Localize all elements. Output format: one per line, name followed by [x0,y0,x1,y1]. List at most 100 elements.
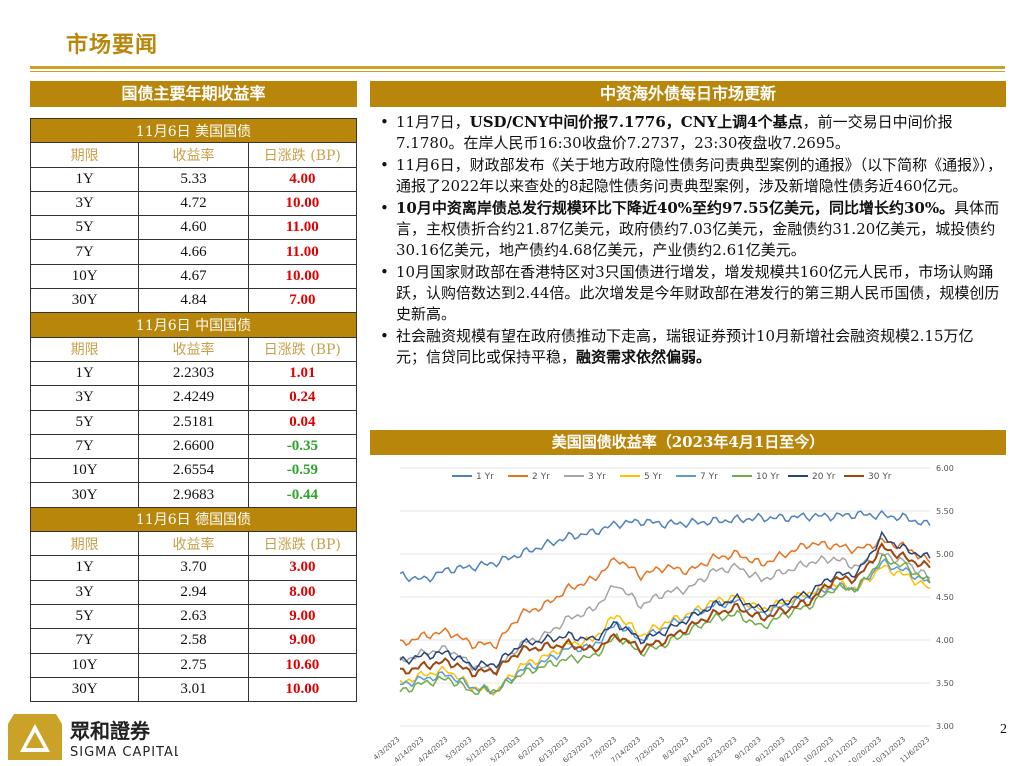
yield-cell: 3.70 [138,555,249,581]
change-cell: 10.00 [247,676,358,703]
logo-name-en: SIGMA CAPITAL [70,745,178,760]
yield-cell: 5.33 [138,166,249,192]
table-row: 5Y 4.60 11.00 [29,215,358,241]
series-line [399,537,931,650]
change-cell: 11.00 [247,215,358,241]
column-header: 日涨跌 (BP) [247,531,358,557]
right-section-header: 中资海外债每日市场更新 [370,81,1006,107]
page-number: 2 [1000,722,1007,737]
logo-name-cn: 眾和證券 [69,719,151,743]
column-header: 收益率 [138,336,249,362]
section-title-cell: 11月6日 德国国债 [30,506,357,533]
news-item: 11月6日，财政部发布《关于地方政府隐性债务问责典型案例的通报》（以下简称《通报… [378,155,1003,197]
legend-label: 10 Yr [756,472,780,482]
news-item: 10月中资离岸债总发行规模环比下降近40%至约97.55亿美元，同比增长约30%… [378,198,1003,261]
change-cell: -0.35 [247,433,358,460]
change-cell: 4.00 [247,166,358,192]
legend-label: 30 Yr [868,472,892,482]
news-text: 具体而言，主权债折合约21.87亿美元，政府债约7.03亿美元，金融债约31.2… [396,199,1000,259]
table-row: 7Y 2.58 9.00 [29,628,358,654]
table-section-title: 11月6日 中国国债 [30,312,357,338]
legend-label: 2 Yr [532,472,550,482]
column-header: 期限 [29,531,140,557]
chart-background [372,458,972,762]
yield-cell: 4.84 [138,288,249,314]
table-section-title: 11月6日 德国国债 [30,506,357,533]
table-row: 1Y 5.33 4.00 [29,166,358,192]
change-cell: 10.60 [247,652,358,678]
legend-label: 20 Yr [812,472,836,482]
tenor-cell: 10Y [29,263,140,290]
change-cell: -0.44 [247,482,358,508]
tenor-cell: 7Y [29,239,140,265]
us-treasury-yield-chart: 3.003.504.004.505.005.506.004/3/20234/14… [372,458,972,762]
legend-label: 7 Yr [700,472,718,482]
table-row: 30Y 4.84 7.00 [29,288,358,314]
series-line [399,554,931,695]
tenor-cell: 1Y [29,555,140,581]
change-cell: 0.24 [247,385,358,411]
table-row: 5Y 2.5181 0.04 [29,409,358,435]
table-row: 3Y 2.4249 0.24 [29,385,358,411]
table-row: 10Y 4.67 10.00 [29,263,358,290]
column-header: 日涨跌 (BP) [247,336,358,362]
table-row: 3Y 4.72 10.00 [29,190,358,217]
table-header-row: 期限 收益率 日涨跌 (BP) [29,142,358,168]
table-row: 30Y 3.01 10.00 [29,676,358,703]
change-cell: 10.00 [247,263,358,290]
table-row: 1Y 3.70 3.00 [29,555,358,581]
tenor-cell: 7Y [29,433,140,460]
change-cell: 8.00 [247,579,358,605]
change-cell: 3.00 [247,555,358,581]
tenor-cell: 5Y [29,603,140,630]
series-line [399,509,931,583]
news-item: 社会融资规模有望在政府债推动下走高，瑞银证券预计10月新增社会融资规模2.15万… [378,326,1003,368]
company-logo: 眾和證券 SIGMA CAPITAL [8,710,181,762]
column-header: 收益率 [138,531,249,557]
title-divider [30,66,1005,69]
yield-cell: 3.01 [138,676,249,703]
tenor-cell: 3Y [29,190,140,217]
y-tick-label: 5.50 [936,507,954,516]
yield-cell: 2.6600 [138,433,249,460]
tenor-cell: 30Y [29,288,140,314]
legend-label: 3 Yr [588,472,606,482]
table-row: 30Y 2.9683 -0.44 [29,482,358,508]
change-cell: 0.04 [247,409,358,435]
y-tick-label: 3.50 [936,679,954,688]
section-title-cell: 11月6日 中国国债 [30,312,357,338]
y-tick-label: 3.00 [936,722,954,731]
news-highlight: 融资需求依然偏弱。 [576,348,712,366]
left-section-header: 国债主要年期收益率 [30,81,357,107]
change-cell: 11.00 [247,239,358,265]
change-cell: 10.00 [247,190,358,217]
series-line [400,541,931,678]
table-row: 10Y 2.75 10.60 [29,652,358,678]
table-section-title: 11月6日 美国国债 [30,117,357,144]
yield-cell: 2.4249 [138,385,249,411]
series-line [399,558,931,695]
tenor-cell: 5Y [29,215,140,241]
table-row: 3Y 2.94 8.00 [29,579,358,605]
table-row: 1Y 2.2303 1.01 [29,360,358,387]
series-line [399,530,931,672]
table-row: 5Y 2.63 9.00 [29,603,358,630]
table-row: 7Y 4.66 11.00 [29,239,358,265]
tenor-cell: 3Y [29,385,140,411]
legend-label: 1 Yr [476,472,494,482]
series-line [399,564,931,697]
table-header-row: 期限 收益率 日涨跌 (BP) [29,531,358,557]
yield-cell: 4.72 [138,190,249,217]
column-header: 日涨跌 (BP) [247,142,358,168]
y-tick-label: 6.00 [936,464,954,473]
tenor-cell: 5Y [29,409,140,435]
tenor-cell: 10Y [29,652,140,678]
tenor-cell: 30Y [29,482,140,508]
news-item: 10月国家财政部在香港特区对3只国债进行增发，增发规模共160亿元人民币，市场认… [378,262,1003,325]
news-text: 11月7日， [396,113,470,131]
title-divider-thin [30,71,1005,72]
y-tick-label: 4.00 [936,636,954,645]
section-title-cell: 11月6日 美国国债 [30,117,357,144]
column-header: 收益率 [138,142,249,168]
news-text: ，前一交易日中间价报7.1780。在岸人民币16:30收盘价7.2737，23:… [396,113,953,152]
